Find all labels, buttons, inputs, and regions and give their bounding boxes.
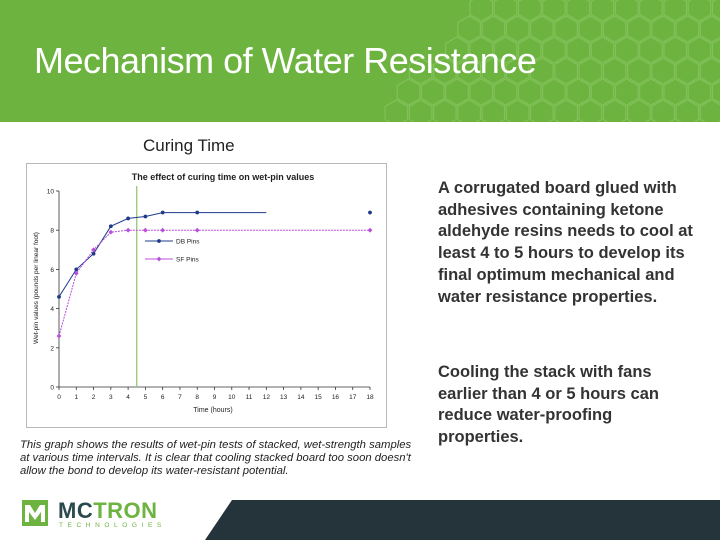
- chart-x-tick-label: 10: [228, 394, 236, 401]
- data-point-db-pins: [91, 251, 96, 256]
- logo-subtitle: TECHNOLOGIES: [59, 522, 166, 529]
- chart-x-tick-label: 17: [349, 394, 357, 401]
- slide-title: Mechanism of Water Resistance: [34, 40, 537, 81]
- chart-x-tick-label: 12: [263, 394, 271, 401]
- data-point-db-pins: [57, 294, 61, 299]
- footer-shape: [205, 500, 720, 540]
- chart-y-tick-label: 8: [50, 228, 54, 235]
- data-point-sf-pins: [194, 227, 200, 233]
- data-point-sf-pins: [108, 229, 114, 235]
- chart-y-tick-label: 6: [50, 267, 54, 274]
- data-point-sf-pins: [125, 227, 131, 233]
- chart-y-axis-label: Wet-pin values (pounds per linear foot): [33, 232, 40, 344]
- data-point-db-pins: [143, 214, 148, 219]
- data-point-sf-pins: [73, 270, 79, 276]
- chart-x-tick-label: 14: [297, 394, 305, 401]
- data-point-db-pins: [195, 210, 200, 215]
- chart-x-tick-label: 3: [109, 394, 113, 401]
- legend-label: DB Pins: [176, 239, 200, 246]
- fan-cooling-paragraph: Cooling the stack with fans earlier than…: [438, 363, 659, 447]
- logo-wordmark: MCTRON: [58, 500, 158, 522]
- title-banner: Mechanism of Water Resistance: [0, 0, 720, 122]
- hexagon-pattern: [384, 0, 720, 122]
- chart-x-tick-label: 1: [74, 394, 78, 401]
- footer-bar: [0, 494, 720, 540]
- chart-x-tick-label: 4: [126, 394, 130, 401]
- chart-x-tick-label: 6: [161, 394, 165, 401]
- chart-x-axis-label: Time (hours): [193, 407, 232, 414]
- chart-x-tick-label: 15: [315, 394, 323, 401]
- chart-x-tick-label: 16: [332, 394, 340, 401]
- logo-name-mc: MC: [58, 498, 94, 523]
- data-point-db-pins: [160, 210, 165, 215]
- data-point-sf-pins: [367, 227, 373, 233]
- data-point-db-pins: [108, 224, 113, 229]
- data-point-sf-pins: [142, 227, 148, 233]
- chart-x-tick-label: 8: [195, 394, 199, 401]
- data-point-db-pins: [368, 210, 372, 215]
- data-point-db-pins: [126, 216, 131, 221]
- legend-label: SF Pins: [176, 257, 200, 264]
- data-point-sf-pins: [160, 227, 166, 233]
- chart-x-tick-label: 11: [246, 394, 253, 401]
- chart-y-tick-label: 10: [47, 189, 55, 196]
- graph-description: This graph shows the results of wet-pin …: [20, 439, 412, 477]
- data-point-sf-pins: [56, 333, 62, 339]
- legend-marker: [157, 239, 161, 243]
- chart-title: The effect of curing time on wet-pin val…: [132, 172, 315, 182]
- chart-y-tick-label: 0: [50, 385, 54, 392]
- chart-x-tick-label: 5: [144, 394, 148, 401]
- chart-x-tick-label: 18: [366, 394, 374, 401]
- chart-caption: Curing Time: [143, 136, 235, 155]
- chart-y-tick-label: 2: [50, 345, 54, 352]
- data-point-sf-pins: [91, 247, 96, 253]
- data-point-db-pins: [74, 267, 79, 272]
- series-line-sf-pins: [58, 229, 370, 337]
- chart-x-tick-label: 7: [178, 394, 182, 401]
- chart-y-tick-label: 4: [50, 306, 54, 313]
- mctron-logo: MCTRON TECHNOLOGIES: [22, 500, 182, 532]
- chart-x-tick-label: 2: [92, 394, 96, 401]
- chart-x-tick-label: 0: [57, 394, 61, 401]
- chart-x-tick-label: 13: [280, 394, 288, 401]
- chart-x-tick-label: 9: [213, 394, 217, 401]
- mctron-m-logo-icon: [22, 500, 48, 526]
- chart-frame: The effect of curing time on wet-pin val…: [26, 163, 387, 428]
- legend-marker: [156, 256, 162, 262]
- adhesive-cooling-paragraph: A corrugated board glued with adhesives …: [438, 179, 693, 306]
- wet-pin-chart: The effect of curing time on wet-pin val…: [33, 172, 374, 414]
- logo-name-tron: TRON: [93, 498, 158, 523]
